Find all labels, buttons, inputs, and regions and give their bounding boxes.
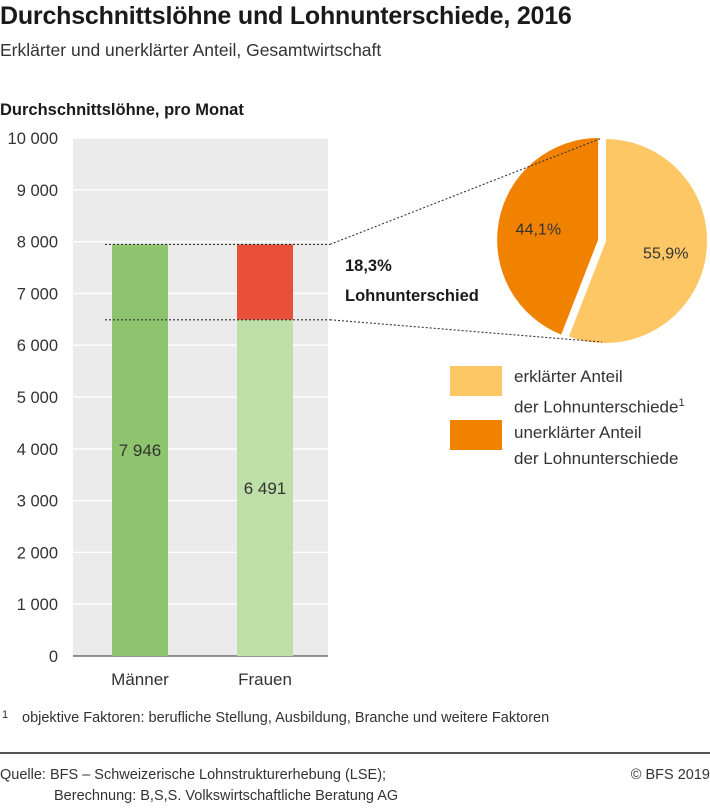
y-tick-label: 0 [49, 648, 58, 666]
gap-percent-label: 18,3% [345, 257, 392, 275]
legend-explained-line2: der Lohnunterschiede [514, 397, 679, 417]
y-tick-label: 5 000 [17, 389, 58, 407]
footnote: objektive Faktoren: berufliche Stellung,… [22, 710, 550, 726]
bar-value-label: 6 491 [244, 479, 287, 498]
source-line-1: Quelle: BFS – Schweizerische Lohnstruktu… [0, 767, 387, 783]
pie-slice-explained [566, 136, 709, 345]
y-tick-label: 1 000 [17, 596, 58, 614]
pie-slice-unexplained [495, 135, 601, 338]
gap-label: Lohnunterschied [345, 287, 479, 305]
legend-explained-sup: 1 [678, 397, 685, 409]
pie-label-explained: 55,9% [643, 245, 688, 262]
legend-explained-line1: erklärter Anteil [514, 367, 623, 386]
bar-frauen [237, 319, 293, 656]
copyright: © BFS 2019 [630, 767, 710, 783]
legend-label-unexplained: unerklärter Anteil der Lohnunterschiede [514, 420, 678, 472]
y-tick-label: 7 000 [17, 285, 58, 303]
y-tick-label: 3 000 [17, 493, 58, 511]
y-axis-label: Durchschnittslöhne, pro Monat [0, 101, 244, 119]
legend-unexplained-line1: unerklärter Anteil [514, 423, 642, 442]
y-tick-label: 9 000 [17, 182, 58, 200]
bar-frauen-gap [237, 244, 293, 320]
chart-title: Durchschnittslöhne und Lohnunterschiede,… [0, 2, 572, 30]
y-tick-label: 10 000 [8, 130, 58, 148]
legend-swatch-unexplained [450, 420, 502, 450]
legend-swatch-explained [450, 366, 502, 396]
x-tick-label: Männer [111, 670, 169, 689]
y-tick-label: 4 000 [17, 441, 58, 459]
y-tick-label: 2 000 [17, 544, 58, 562]
source-line-2: Berechnung: B,S,S. Volkswirtschaftliche … [54, 788, 399, 804]
legend-unexplained-line2: der Lohnunterschiede [514, 449, 679, 468]
pie-label-unexplained: 44,1% [516, 222, 561, 239]
chart-subtitle: Erklärter und unerklärter Anteil, Gesamt… [0, 40, 382, 60]
connector-line-top [329, 137, 603, 245]
bar-maenner [112, 244, 168, 656]
connector-line-bottom [329, 319, 603, 343]
y-tick-label: 8 000 [17, 234, 58, 252]
legend-label-explained: erklärter Anteil der Lohnunterschiede1 [514, 364, 685, 421]
chart-canvas: 0 1 000 2 000 3 000 4 000 5 000 6 000 7 000 8 00… [8, 130, 709, 689]
footnote-mark: 1 [2, 709, 9, 721]
x-tick-label: Frauen [238, 670, 292, 689]
bar-value-label: 7 946 [119, 441, 162, 460]
y-tick-label: 6 000 [17, 337, 58, 355]
footer-divider [0, 752, 710, 754]
